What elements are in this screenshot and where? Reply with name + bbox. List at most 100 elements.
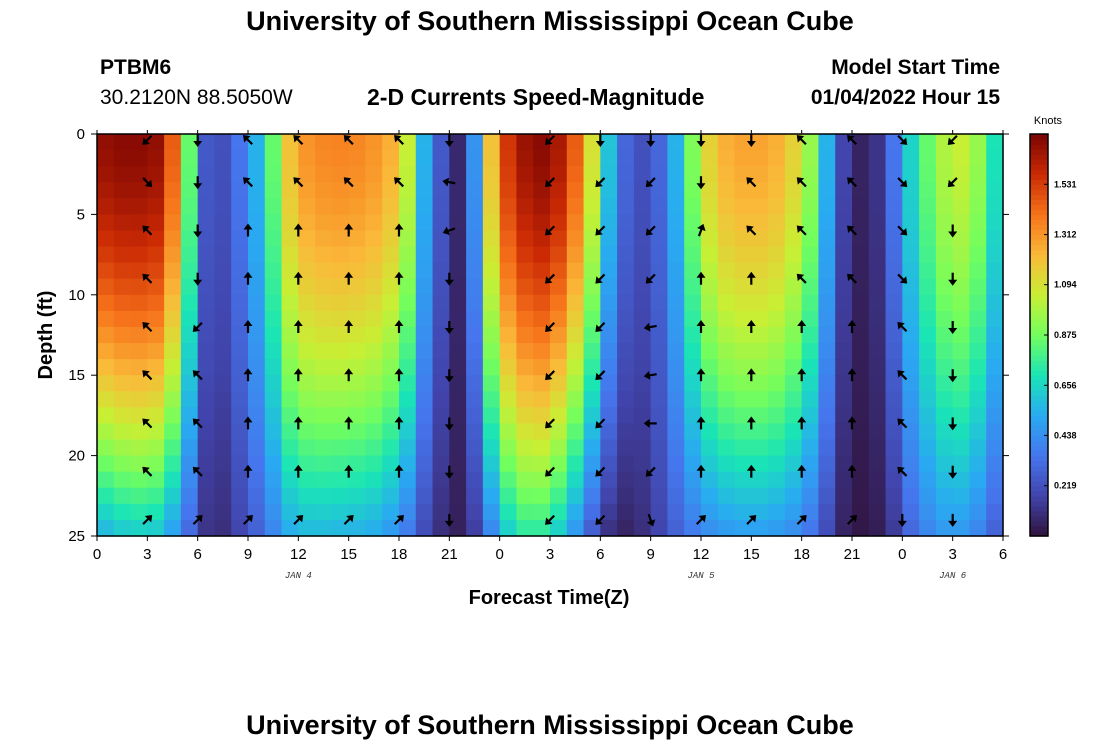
colorbar-segment [1030, 485, 1048, 492]
heatmap-cell [466, 439, 484, 457]
heatmap-cell [382, 262, 400, 280]
heatmap-cell [315, 391, 333, 408]
heatmap-cell [113, 391, 132, 408]
heatmap-cell [281, 246, 299, 264]
heatmap-cell [684, 359, 702, 376]
current-arrow [293, 416, 303, 430]
heatmap-cell [248, 487, 266, 505]
heatmap-cell [952, 519, 971, 537]
heatmap-cell [919, 455, 937, 473]
heatmap-cell [784, 407, 803, 425]
heatmap-cell [969, 519, 987, 537]
heatmap-cell [197, 326, 216, 344]
heatmap-cell [399, 423, 417, 441]
heatmap-cell [281, 359, 299, 376]
heatmap-cell [449, 230, 467, 248]
heatmap-cell [835, 343, 853, 360]
heatmap-cell [180, 423, 199, 441]
colorbar-segment [1030, 204, 1048, 210]
heatmap-cell [449, 278, 467, 296]
heatmap-cell [331, 262, 350, 280]
x-axis-title: Forecast Time(Z) [469, 587, 630, 609]
heatmap-cell [768, 294, 786, 312]
heatmap-cell [516, 246, 534, 264]
current-arrow [192, 370, 203, 381]
heatmap-cell [214, 391, 232, 408]
heatmap-cell [415, 407, 434, 425]
heatmap-cell [264, 487, 283, 505]
heatmap-cell [298, 310, 316, 328]
heatmap-cell [298, 214, 316, 232]
heatmap-cell [952, 391, 971, 408]
heatmap-cell [399, 134, 417, 151]
heatmap-cell [449, 150, 467, 167]
heatmap-cell [466, 455, 484, 473]
heatmap-cell [784, 310, 803, 328]
heatmap-cell [348, 359, 367, 376]
heatmap-cell [348, 182, 367, 199]
heatmap-cell [315, 198, 333, 215]
heatmap-cell [331, 407, 350, 425]
heatmap-cell [533, 391, 551, 408]
heatmap-cell [550, 326, 568, 344]
heatmap-cell [952, 455, 971, 473]
colorbar-tick-label: 1.531 [1054, 179, 1077, 189]
heatmap-cell [835, 375, 853, 392]
current-arrow [344, 416, 354, 430]
heatmap-cell [130, 326, 148, 344]
heatmap-cell [348, 471, 367, 489]
heatmap-cell [701, 423, 719, 441]
heatmap-cell [365, 294, 383, 312]
heatmap-cell [466, 326, 484, 344]
current-arrow [948, 369, 958, 383]
heatmap-cell [130, 439, 148, 457]
heatmap-cell [885, 519, 903, 537]
heatmap-cell [331, 375, 350, 392]
heatmap-cell [550, 134, 568, 151]
heatmap-cell [231, 150, 249, 167]
heatmap-cell [164, 246, 182, 264]
heatmap-cell [986, 150, 1004, 167]
colorbar-segment [1030, 405, 1048, 411]
heatmap-cell [97, 519, 115, 537]
heatmap-cell [499, 278, 518, 296]
heatmap-cell [919, 503, 937, 521]
heatmap-cell [717, 391, 736, 408]
heatmap-cell [684, 246, 702, 264]
heatmap-cell [214, 326, 232, 344]
current-arrow [545, 273, 556, 284]
heatmap-cell [935, 150, 954, 167]
heatmap-cell [818, 407, 836, 425]
heatmap-cell [415, 455, 434, 473]
heatmap-cell [382, 294, 400, 312]
current-arrow [394, 368, 404, 382]
current-arrow [344, 368, 354, 382]
heatmap-cell [382, 391, 400, 408]
heatmap-cell [784, 471, 803, 489]
heatmap-cell [482, 407, 501, 425]
heatmap-cell [499, 198, 518, 215]
heatmap-cell [516, 230, 534, 248]
colorbar-segment [1030, 274, 1048, 281]
heatmap-cell [164, 310, 182, 328]
heatmap-cell [382, 326, 400, 344]
current-arrow [646, 513, 656, 527]
heatmap-cell [97, 230, 115, 248]
colorbar-segment [1030, 390, 1048, 396]
heatmap-cell [818, 246, 836, 264]
heatmap-cell [348, 487, 367, 505]
heatmap-cell [969, 182, 987, 199]
heatmap-cell [667, 439, 685, 457]
heatmap-cell [348, 150, 367, 167]
heatmap-cell [231, 214, 249, 232]
heatmap-cell [717, 150, 736, 167]
colorbar-segment [1030, 460, 1048, 467]
heatmap-cell [701, 294, 719, 312]
heatmap-cell [818, 375, 836, 392]
heatmap-cell [449, 423, 467, 441]
heatmap-cell [348, 166, 367, 183]
heatmap-cell [617, 471, 635, 489]
heatmap-cell [885, 150, 903, 167]
heatmap-cell [164, 166, 182, 183]
heatmap-cell [751, 134, 769, 151]
